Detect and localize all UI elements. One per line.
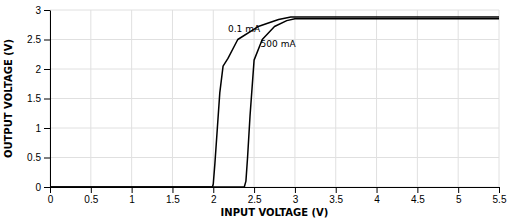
x-tick: 4.5 xyxy=(411,187,425,205)
x-tick-mark xyxy=(50,187,51,193)
y-tick: 2.5 xyxy=(27,34,50,45)
y-tick-label: 0.5 xyxy=(27,152,41,163)
x-axis-title: INPUT VOLTAGE (V) xyxy=(221,207,329,218)
y-grid-line xyxy=(50,10,499,11)
annotation: 0.1 mA xyxy=(228,24,261,34)
x-tick-label: 3 xyxy=(293,194,299,205)
x-tick-mark xyxy=(132,187,133,193)
x-tick-label: 4.5 xyxy=(411,194,425,205)
y-tick-mark xyxy=(44,158,50,159)
y-grid-line xyxy=(50,69,499,70)
annotation: 500 mA xyxy=(261,39,297,49)
y-tick: 0.5 xyxy=(27,152,50,163)
x-tick: 3 xyxy=(293,187,299,205)
grid xyxy=(50,10,499,187)
x-tick-mark xyxy=(458,187,459,193)
y-tick: 2 xyxy=(35,64,50,75)
x-tick-label: 5.5 xyxy=(493,194,507,205)
x-tick-mark xyxy=(295,187,296,193)
x-tick: 5.5 xyxy=(493,187,507,205)
x-tick: 0 xyxy=(48,187,54,205)
x-tick: 1.5 xyxy=(166,187,180,205)
x-tick-mark xyxy=(499,187,500,193)
x-tick-label: 1.5 xyxy=(166,194,180,205)
x-tick-mark xyxy=(91,187,92,193)
annotations: 0.1 mA500 mA xyxy=(228,24,296,48)
y-tick-mark xyxy=(44,40,50,41)
x-tick-label: 3.5 xyxy=(329,194,343,205)
x-tick-label: 0.5 xyxy=(84,194,98,205)
chart-container: 0 0.5 1 1.5 2 2.5 3 3.5 4 4.5 5 5.5 0 0.5 1 1.5 2 2.5 3 INP… xyxy=(0,0,515,221)
x-tick-mark xyxy=(213,187,214,193)
y-tick-mark xyxy=(44,187,50,188)
y-tick-label: 3 xyxy=(35,5,41,16)
x-axis-line xyxy=(51,187,500,188)
x-tick-label: 2 xyxy=(211,194,217,205)
x-tick-label: 1 xyxy=(129,194,135,205)
x-tick-label: 2.5 xyxy=(248,194,262,205)
x-axis: 0 0.5 1 1.5 2 2.5 3 3.5 4 4.5 5 5.5 xyxy=(48,187,507,205)
x-tick-mark xyxy=(172,187,173,193)
y-tick-label: 1 xyxy=(35,123,41,134)
y-axis-title: OUTPUT VOLTAGE (V) xyxy=(3,39,14,158)
y-tick-mark xyxy=(44,99,50,100)
y-tick-mark xyxy=(44,128,50,129)
y-tick: 1 xyxy=(35,123,50,134)
y-tick-mark xyxy=(44,69,50,70)
x-tick: 2 xyxy=(211,187,217,205)
x-tick-label: 0 xyxy=(48,194,54,205)
y-tick-label: 0 xyxy=(35,182,41,193)
lines xyxy=(50,17,499,187)
y-tick: 3 xyxy=(35,5,50,16)
line xyxy=(50,19,499,187)
x-tick-mark xyxy=(417,187,418,193)
y-tick-label: 1.5 xyxy=(27,93,41,104)
y-grid-line xyxy=(50,128,499,129)
x-tick: 3.5 xyxy=(329,187,343,205)
y-axis-line xyxy=(50,11,51,188)
y-tick: 0 xyxy=(35,182,50,193)
x-tick-label: 4 xyxy=(374,194,380,205)
y-tick: 1.5 xyxy=(27,93,50,104)
y-grid-line xyxy=(50,157,499,158)
line xyxy=(50,17,499,187)
x-tick: 4 xyxy=(374,187,380,205)
x-tick: 2.5 xyxy=(248,187,262,205)
x-tick-mark xyxy=(254,187,255,193)
y-tick-mark xyxy=(44,10,50,11)
y-tick-label: 2.5 xyxy=(27,34,41,45)
x-tick-mark xyxy=(336,187,337,193)
x-tick: 0.5 xyxy=(84,187,98,205)
plot-area: 0 0.5 1 1.5 2 2.5 3 3.5 4 4.5 5 5.5 0 0.5 1 1.5 2 2.5 3 INP… xyxy=(3,5,507,218)
chart: 0 0.5 1 1.5 2 2.5 3 3.5 4 4.5 5 5.5 0 0.5 1 1.5 2 2.5 3 INP… xyxy=(0,0,515,221)
y-axis: 0 0.5 1 1.5 2 2.5 3 xyxy=(27,5,50,193)
x-tick-label: 5 xyxy=(456,194,462,205)
y-tick-label: 2 xyxy=(35,64,41,75)
y-grid-line xyxy=(50,98,499,99)
x-tick-mark xyxy=(377,187,378,193)
x-tick: 1 xyxy=(129,187,135,205)
x-tick: 5 xyxy=(456,187,462,205)
